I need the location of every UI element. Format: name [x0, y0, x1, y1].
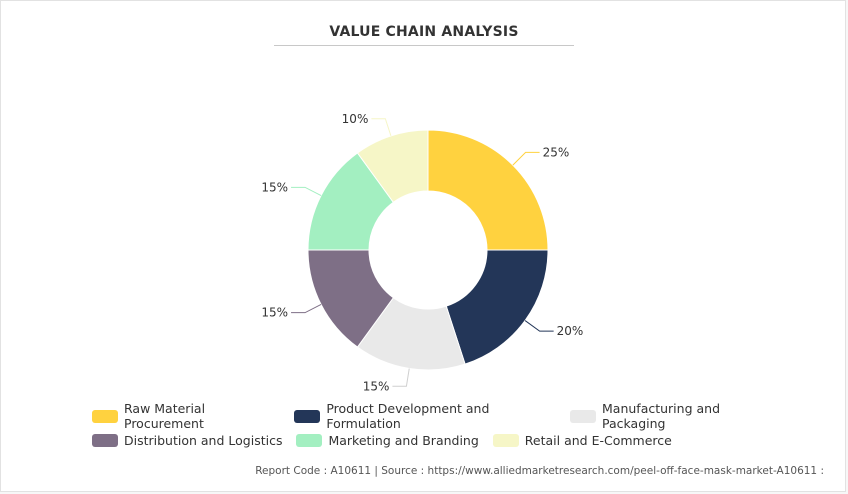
source-footnote: Report Code : A10611 | Source : https://… [255, 465, 824, 477]
slice-value-label: 25% [543, 145, 570, 159]
legend-item-product-development[interactable]: Product Development and Formulation [294, 401, 556, 431]
legend-item-raw-material[interactable]: Raw Material Procurement [92, 401, 280, 431]
donut-slice[interactable] [427, 129, 549, 251]
legend-label: Marketing and Branding [328, 432, 479, 448]
donut-slice[interactable] [356, 129, 429, 203]
legend-swatch [92, 409, 118, 423]
legend-label: Raw Material Procurement [124, 401, 206, 431]
legend-swatch [296, 433, 323, 447]
label-leader-line [512, 151, 540, 166]
legend-swatch [294, 409, 321, 423]
donut-slice[interactable] [445, 249, 549, 365]
legend-item-marketing[interactable]: Marketing and Branding [296, 432, 479, 448]
legend-label: Product Development and Formulation [326, 401, 490, 431]
slice-value-label: 15% [261, 306, 288, 320]
legend-item-distribution[interactable]: Distribution and Logistics [92, 433, 282, 448]
label-leader-line [291, 304, 322, 314]
slice-value-label: 15% [363, 379, 390, 393]
legend-item-retail[interactable]: Retail and E-Commerce [492, 432, 672, 448]
slice-value-label: 20% [557, 324, 584, 338]
legend-row-1: Raw Material Procurement Product Develop… [92, 401, 792, 431]
label-leader-line [371, 118, 392, 137]
title-underline [274, 45, 574, 46]
label-leader-line [524, 320, 554, 332]
chart-legend: Raw Material Procurement Product Develop… [92, 401, 792, 452]
legend-swatch [570, 409, 596, 423]
slice-value-label: 10% [342, 112, 369, 126]
legend-label: Retail and E-Commerce [524, 432, 672, 448]
legend-row-2: Distribution and Logistics Marketing and… [92, 428, 792, 452]
label-leader-line [291, 186, 322, 196]
legend-label: Manufacturing and Packaging [602, 401, 721, 431]
legend-swatch [92, 433, 118, 447]
slice-value-label: 15% [261, 180, 288, 194]
legend-item-manufacturing[interactable]: Manufacturing and Packaging [570, 401, 778, 431]
legend-swatch [492, 433, 519, 447]
legend-label: Distribution and Logistics [124, 432, 283, 448]
label-leader-line [392, 368, 410, 387]
chart-title: VALUE CHAIN ANALYSIS [329, 24, 519, 40]
